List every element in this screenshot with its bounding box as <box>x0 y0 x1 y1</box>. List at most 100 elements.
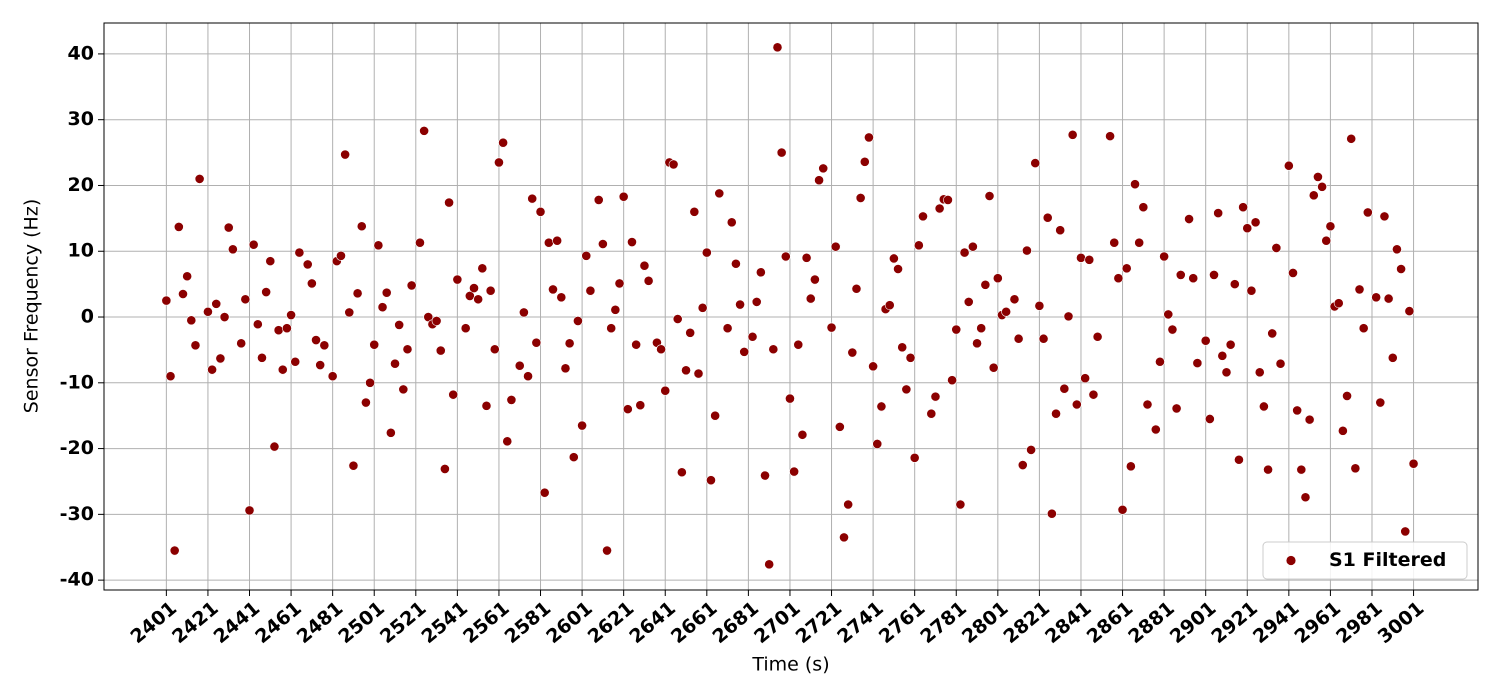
point <box>747 331 758 342</box>
point <box>311 335 321 345</box>
plot-frame <box>103 22 1479 591</box>
point <box>685 327 696 338</box>
point <box>1333 298 1344 309</box>
point <box>464 291 475 301</box>
point <box>843 499 854 510</box>
point <box>722 323 733 334</box>
point <box>984 191 995 201</box>
point <box>1300 492 1311 503</box>
point <box>1387 352 1398 363</box>
point <box>219 312 230 322</box>
point <box>776 147 787 158</box>
point <box>182 271 193 282</box>
point <box>1292 405 1303 416</box>
point <box>423 312 434 322</box>
point <box>252 319 263 330</box>
point <box>485 285 496 296</box>
point <box>452 274 463 285</box>
point <box>573 316 583 326</box>
point <box>402 344 413 355</box>
point <box>290 356 301 367</box>
point <box>963 296 974 307</box>
point <box>1105 131 1115 142</box>
point <box>394 320 405 330</box>
point <box>506 395 517 405</box>
point <box>265 256 276 267</box>
point <box>344 307 355 318</box>
point <box>1055 225 1066 236</box>
point <box>377 302 388 313</box>
point <box>693 368 704 379</box>
y-tick-label: -40 <box>60 569 94 591</box>
point <box>385 427 396 438</box>
point <box>381 287 392 298</box>
point <box>1200 335 1211 346</box>
point <box>539 487 550 498</box>
point <box>847 347 858 358</box>
point <box>1308 190 1319 201</box>
point <box>1017 460 1028 470</box>
point <box>406 280 417 291</box>
point <box>947 375 957 386</box>
point <box>934 203 945 214</box>
point <box>751 296 762 307</box>
point <box>1204 414 1215 424</box>
point <box>568 452 579 463</box>
point <box>668 159 679 170</box>
point <box>244 505 255 516</box>
point <box>527 193 538 204</box>
point <box>888 253 899 264</box>
point <box>1317 181 1327 192</box>
point <box>1192 358 1203 368</box>
point <box>1313 172 1323 182</box>
point <box>972 338 982 349</box>
point <box>755 267 766 278</box>
point <box>797 429 808 440</box>
point <box>830 241 841 252</box>
point <box>1250 217 1261 228</box>
point <box>701 247 712 258</box>
point <box>1238 202 1249 213</box>
point <box>1109 237 1120 248</box>
point <box>1188 273 1199 284</box>
point <box>1225 339 1236 350</box>
point <box>1121 263 1132 274</box>
point <box>1130 179 1140 190</box>
point <box>884 300 895 311</box>
point <box>893 264 903 274</box>
point <box>1209 270 1219 280</box>
point <box>1071 399 1082 410</box>
point <box>518 307 529 318</box>
point <box>1159 251 1170 262</box>
point <box>714 188 725 199</box>
point <box>494 157 504 168</box>
point <box>681 365 691 376</box>
point <box>1113 273 1124 284</box>
point <box>257 352 267 363</box>
y-tick-label: 30 <box>68 108 94 130</box>
point <box>1337 425 1348 436</box>
point <box>236 338 247 349</box>
y-tick-label: 20 <box>68 174 94 196</box>
point <box>1254 367 1265 378</box>
point <box>1258 401 1269 412</box>
point <box>365 377 375 388</box>
point <box>535 206 546 217</box>
point <box>498 137 509 148</box>
point <box>859 156 870 167</box>
point <box>988 362 999 373</box>
point <box>1167 324 1178 335</box>
point <box>826 322 837 333</box>
point <box>348 460 359 471</box>
point <box>764 559 775 570</box>
point <box>967 241 978 252</box>
point <box>768 344 779 355</box>
legend-label: S1 Filtered <box>1329 549 1446 571</box>
point <box>211 298 222 309</box>
point <box>560 363 571 374</box>
point <box>1042 212 1053 223</box>
point <box>1051 408 1061 419</box>
point <box>1383 293 1394 304</box>
point <box>215 353 226 364</box>
point <box>419 125 430 136</box>
